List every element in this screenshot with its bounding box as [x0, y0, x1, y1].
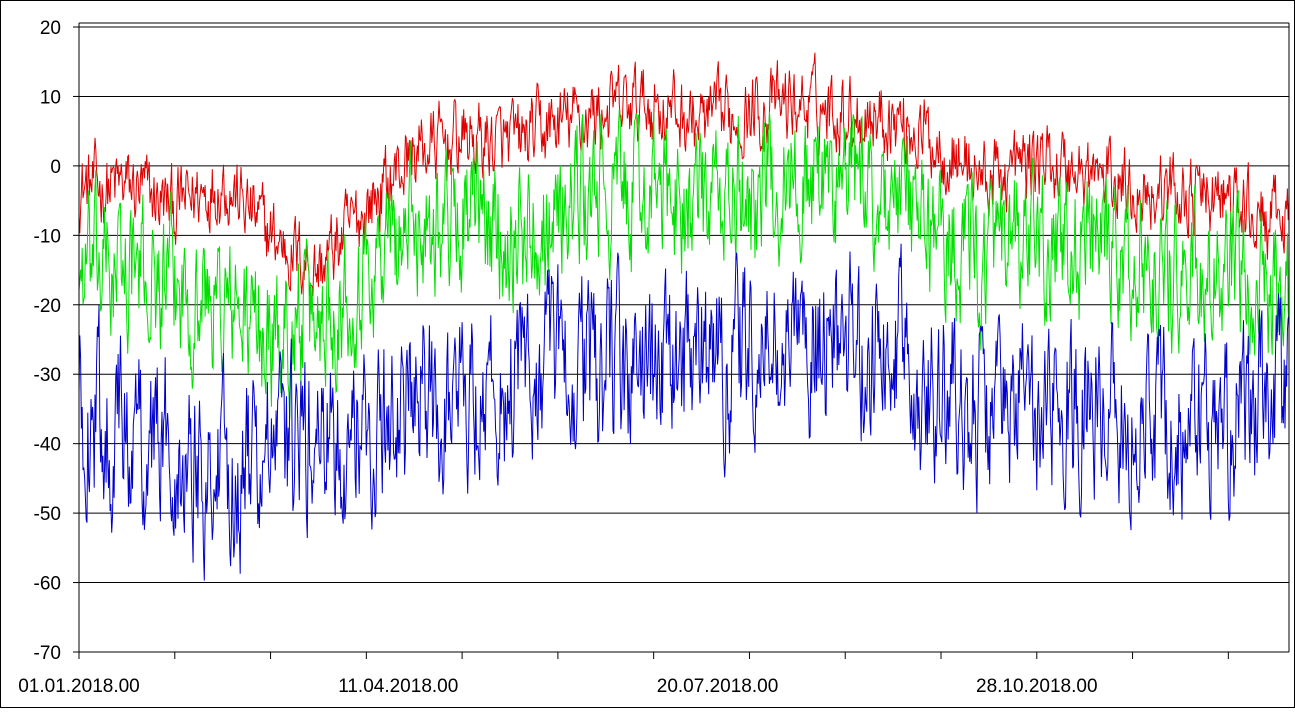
y-tick-label: -60 [34, 574, 61, 595]
y-tick-label: -20 [34, 296, 61, 317]
y-tick-label: -50 [34, 504, 61, 525]
y-tick-label: -10 [34, 226, 61, 247]
axes: 20 10 0 -10 -20 -30 -40 -50 -60 -70 01.01.2018.00 1… [18, 18, 1290, 697]
y-tick-label: 20 [40, 18, 61, 39]
x-tick-label: 28.10.2018.00 [976, 676, 1098, 697]
x-tick-label: 20.07.2018.00 [657, 676, 779, 697]
y-tick-label: -30 [34, 365, 61, 386]
x-tick-label: 01.01.2018.00 [18, 676, 140, 697]
y-tick-label: -70 [34, 643, 61, 664]
series-line-green [78, 109, 1290, 420]
series-group [78, 52, 1290, 581]
x-tick-label: 11.04.2018.00 [338, 676, 458, 697]
series-line-red [78, 52, 1290, 297]
y-tick-label: 10 [40, 87, 61, 108]
series-line-blue [78, 243, 1290, 581]
y-tick-label: -40 [34, 435, 61, 456]
y-tick-label: 0 [50, 157, 61, 178]
